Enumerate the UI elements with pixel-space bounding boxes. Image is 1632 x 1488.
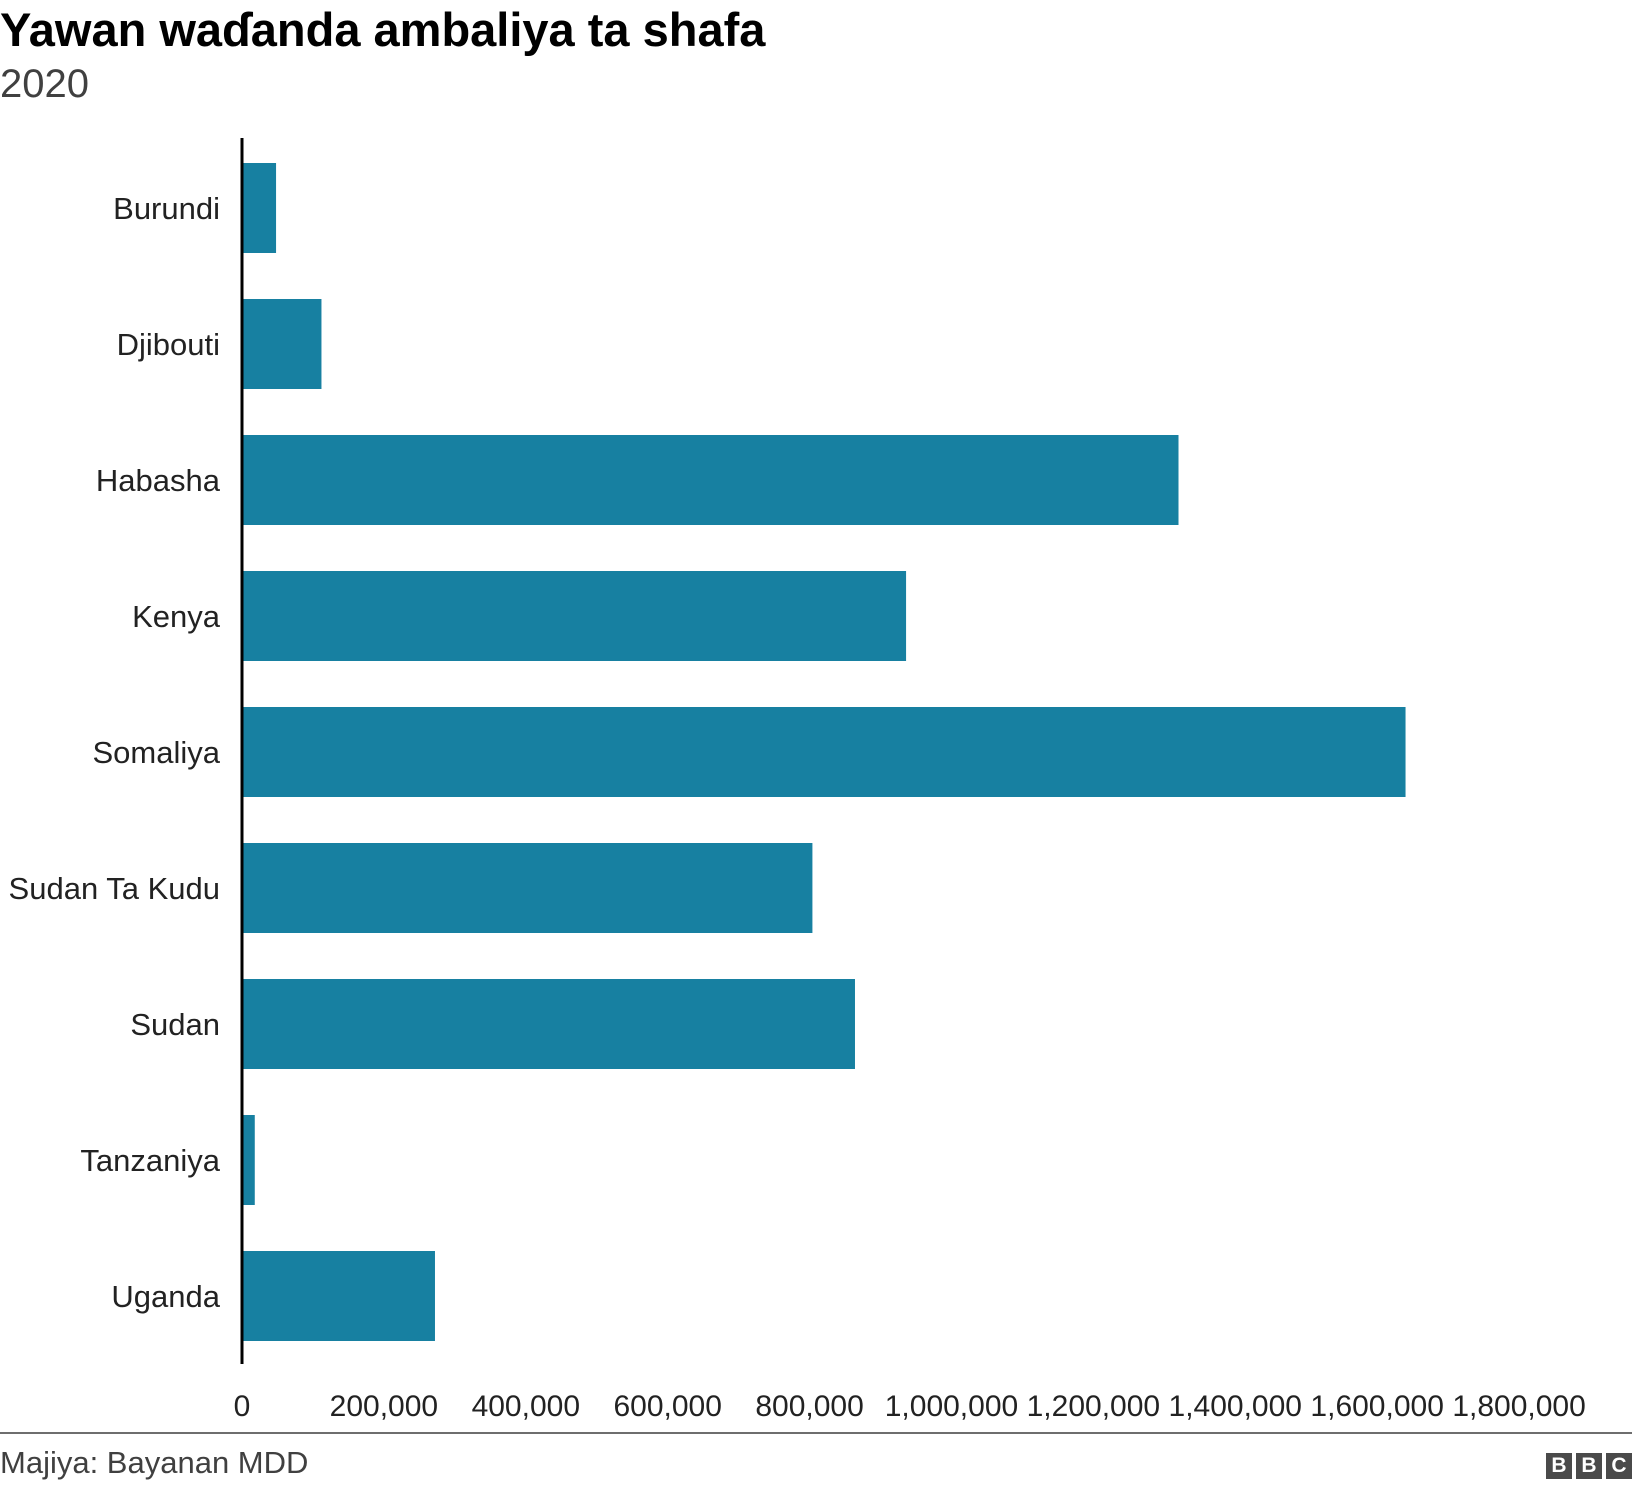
chart-subtitle: 2020	[0, 62, 89, 106]
category-label: Sudan	[130, 1007, 220, 1042]
bar-uganda	[242, 1251, 435, 1341]
bbc-logo-letter: B	[1576, 1453, 1602, 1479]
category-label: Somaliya	[93, 735, 221, 770]
category-label: Habasha	[96, 463, 221, 498]
bbc-logo-letter: C	[1606, 1453, 1632, 1479]
x-tick-label: 1,800,000	[1452, 1390, 1585, 1420]
bbc-logo-letter: B	[1546, 1453, 1572, 1479]
category-label: Kenya	[132, 599, 221, 634]
x-tick-label: 800,000	[755, 1390, 863, 1420]
x-tick-label: 1,000,000	[885, 1390, 1018, 1420]
bar-habasha	[242, 435, 1179, 525]
bar-burundi	[242, 163, 277, 253]
x-tick-label: 1,400,000	[1169, 1390, 1302, 1420]
category-label: Tanzaniya	[80, 1143, 220, 1178]
x-tick-label: 1,200,000	[1027, 1390, 1160, 1420]
x-tick-label: 1,600,000	[1310, 1390, 1443, 1420]
x-tick-label: 600,000	[613, 1390, 721, 1420]
category-label: Burundi	[113, 191, 220, 226]
source-note: Majiya: Bayanan MDD	[0, 1445, 309, 1480]
bbc-logo: B B C	[1546, 1453, 1632, 1479]
category-label: Djibouti	[117, 327, 220, 362]
bar-sudan	[242, 979, 855, 1069]
bar-kenya	[242, 571, 907, 661]
bar-chart: Burundi Djibouti Habasha Kenya Somaliya Sudan…	[9, 138, 1586, 1420]
category-label: Uganda	[111, 1279, 220, 1314]
footer-divider	[0, 1432, 1632, 1434]
bar-sudan-ta-kudu	[242, 843, 813, 933]
x-tick-label: 400,000	[472, 1390, 580, 1420]
x-tick-label: 200,000	[330, 1390, 438, 1420]
chart-title: Yawan waɗanda ambaliya ta shafa	[0, 3, 766, 56]
category-label: Sudan Ta Kudu	[9, 871, 220, 906]
bar-tanzaniya	[242, 1115, 255, 1205]
x-tick-label: 0	[234, 1390, 251, 1420]
bar-djibouti	[242, 299, 322, 389]
bar-somaliya	[242, 707, 1406, 797]
